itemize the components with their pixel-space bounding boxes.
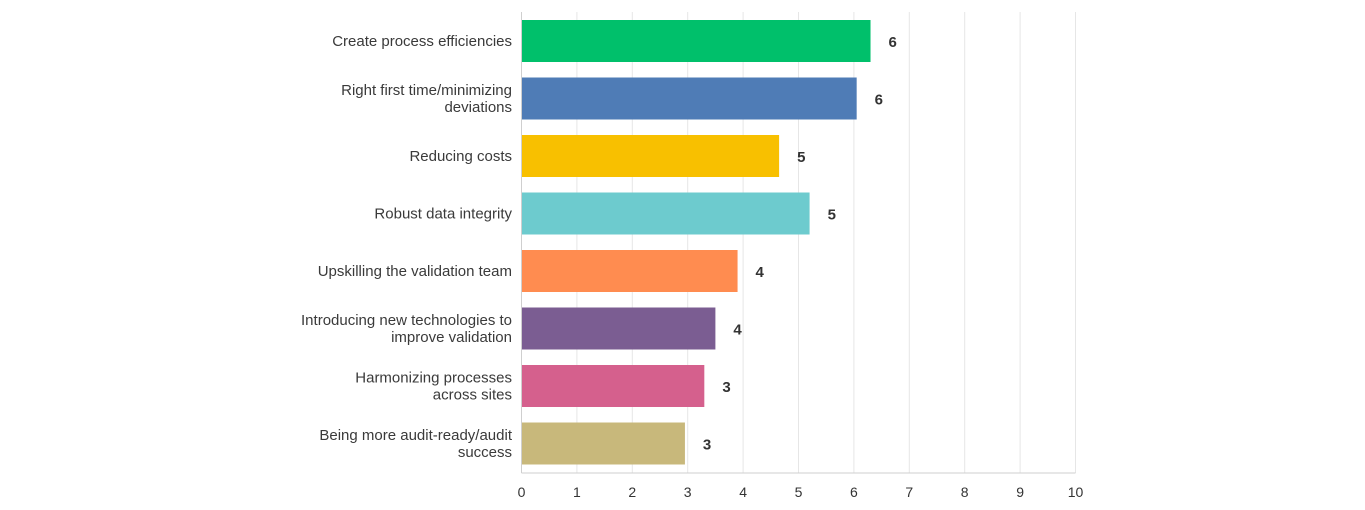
- x-tick-label-6: 6: [850, 484, 858, 500]
- bar-3: [522, 135, 780, 177]
- x-tick-label-4: 4: [739, 484, 747, 500]
- bar-4: [522, 192, 810, 235]
- bar-6: [522, 307, 716, 350]
- x-tick-label-5: 5: [795, 484, 803, 500]
- bars: [522, 20, 871, 465]
- data-label-8: 3: [703, 437, 711, 454]
- x-tick-label-2: 2: [628, 484, 636, 500]
- category-label-8: Being more audit-ready/audit success: [319, 427, 512, 461]
- x-tick-label-9: 9: [1016, 484, 1024, 500]
- bar-1: [522, 20, 871, 62]
- data-label-5: 4: [756, 264, 765, 281]
- data-label-6: 4: [733, 322, 742, 339]
- x-tick-label-3: 3: [684, 484, 692, 500]
- data-label-7: 3: [722, 379, 730, 396]
- category-label-6: Introducing new technologies to improve v…: [301, 312, 512, 346]
- bar-8: [522, 422, 685, 465]
- bar-2: [522, 77, 857, 120]
- value-labels: 6 6 5 5 4 4 3 3: [703, 34, 897, 454]
- data-label-1: 6: [889, 34, 897, 51]
- x-tick-label-8: 8: [961, 484, 969, 500]
- x-tick-label-1: 1: [573, 484, 581, 500]
- category-labels: Create process efficiencies Right first t…: [301, 33, 513, 461]
- category-label-1: Create process efficiencies: [332, 33, 512, 50]
- x-tick-labels: 0 1 2 3 4 5 6 7 8 9 10: [518, 484, 1084, 500]
- x-tick-label-0: 0: [518, 484, 526, 500]
- category-label-3: Reducing costs: [409, 148, 512, 165]
- x-tick-label-10: 10: [1068, 484, 1084, 500]
- bar-7: [522, 365, 705, 407]
- x-tick-label-7: 7: [905, 484, 913, 500]
- bar-5: [522, 250, 738, 292]
- category-label-2: Right first time/minimizing deviations: [341, 82, 512, 116]
- data-label-3: 5: [797, 149, 805, 166]
- category-label-5: Upskilling the validation team: [318, 263, 512, 280]
- data-label-2: 6: [875, 92, 883, 109]
- axes: [521, 12, 1076, 474]
- data-label-4: 5: [828, 207, 836, 224]
- category-label-4: Robust data integrity: [374, 206, 512, 223]
- category-label-7: Harmonizing processes across sites: [355, 370, 512, 404]
